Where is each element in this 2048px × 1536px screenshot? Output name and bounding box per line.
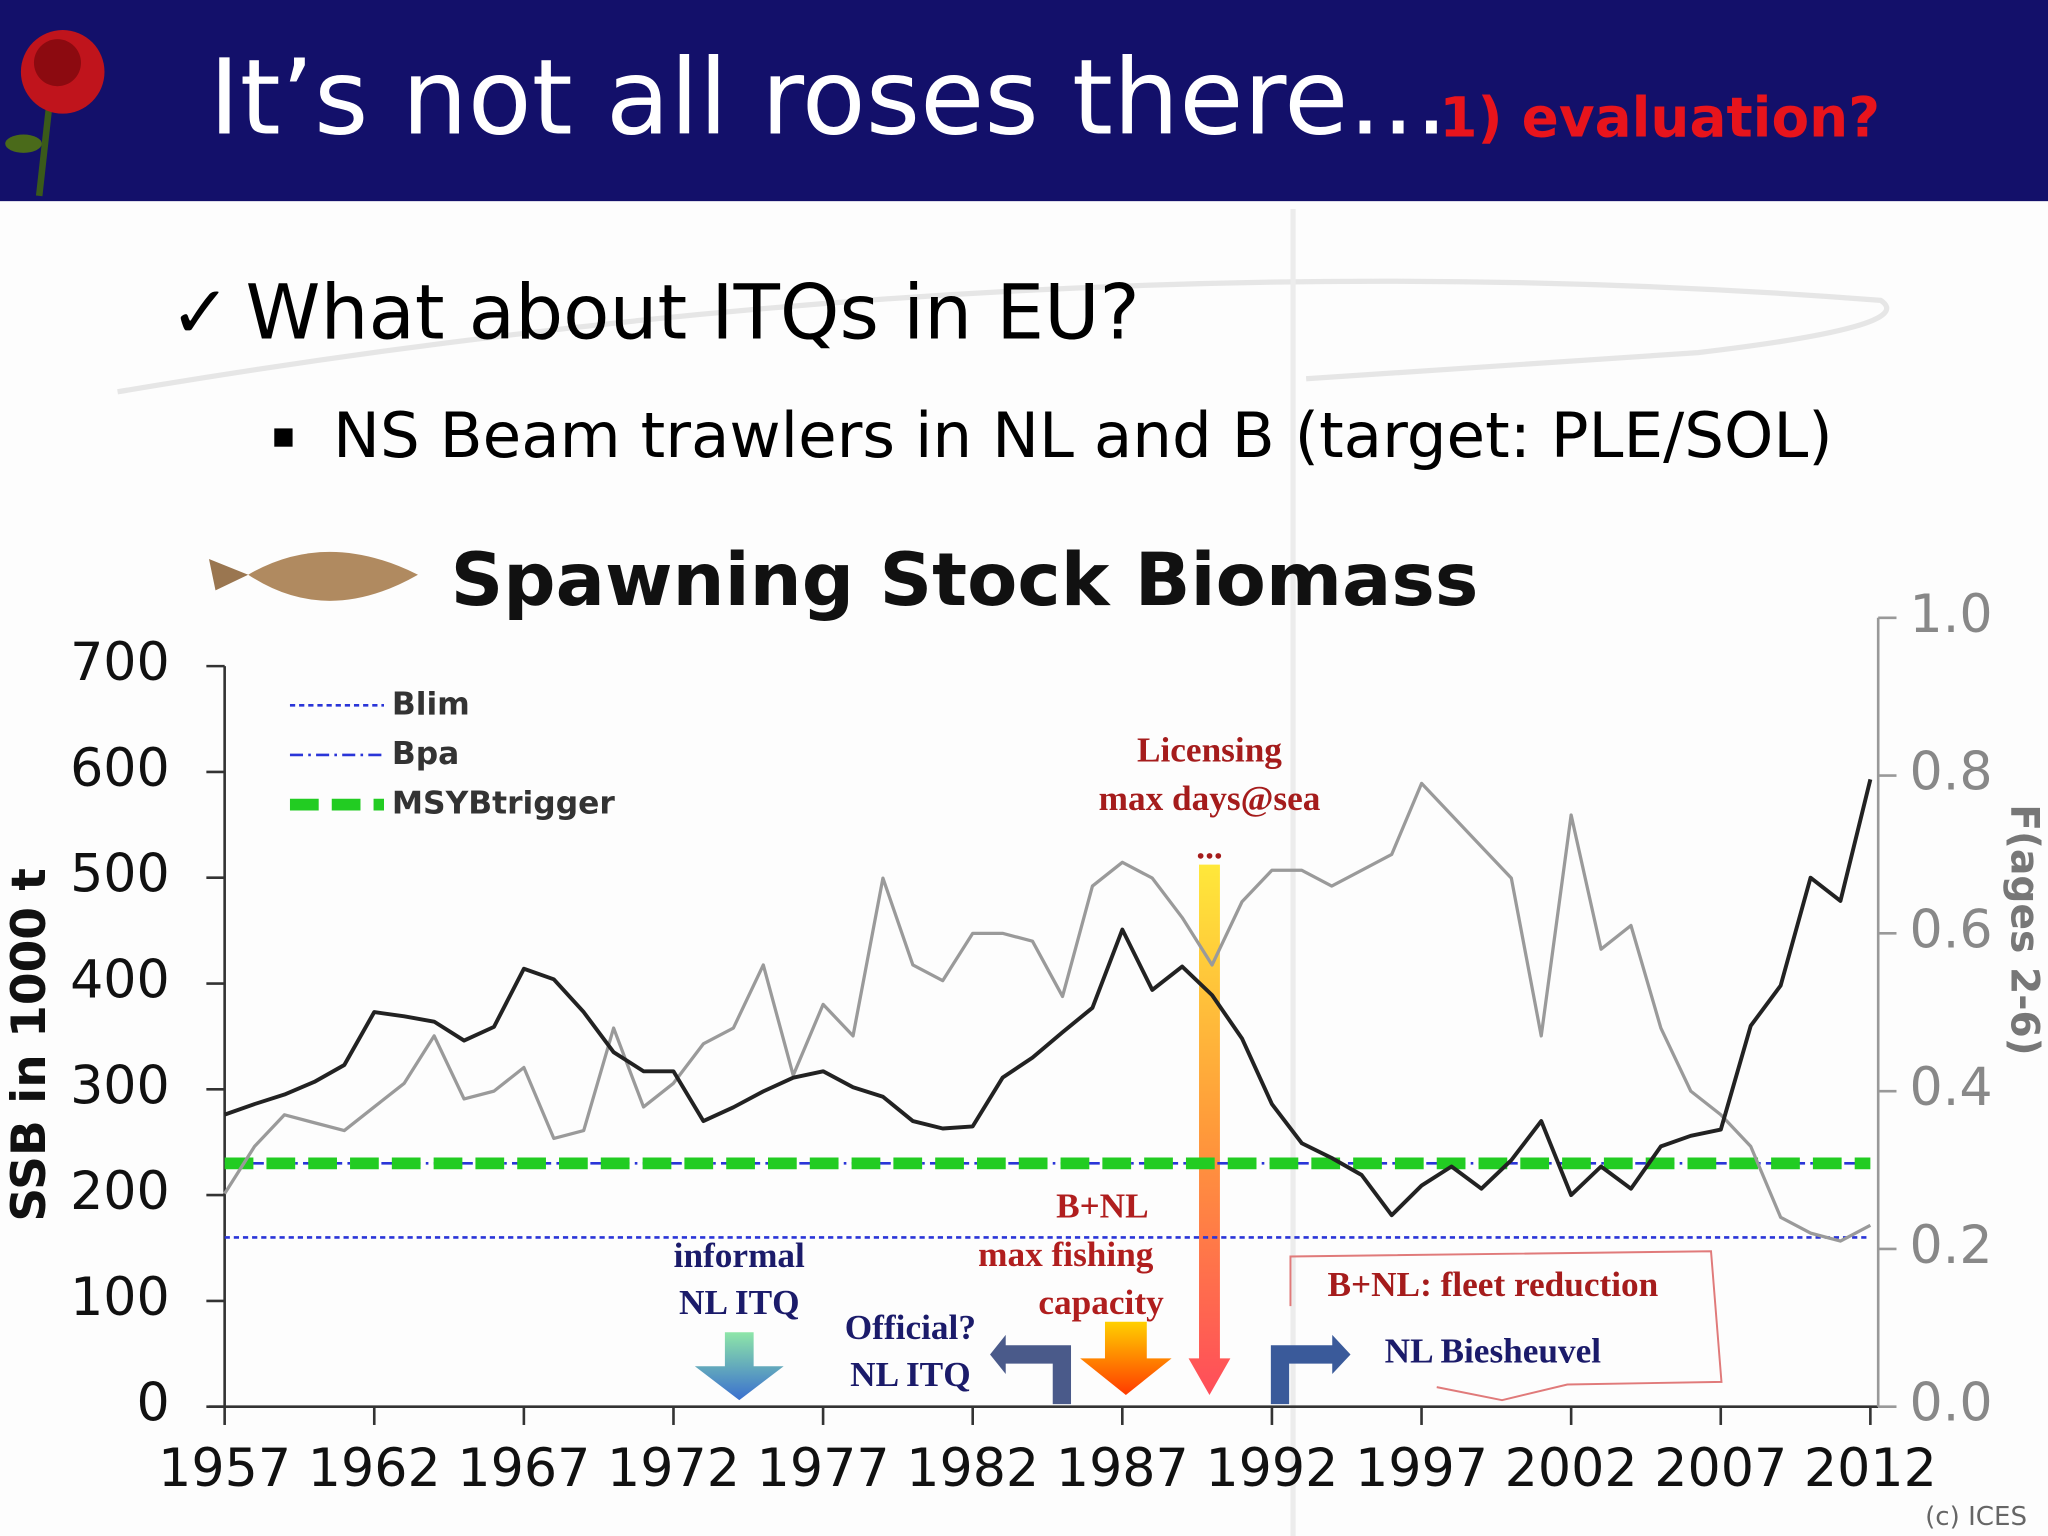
annotation: max days@sea [1099, 779, 1321, 818]
y-tick-label: 0 [137, 1374, 170, 1434]
legend-label: Blim [392, 686, 470, 722]
arrow [1080, 1321, 1172, 1395]
legend-label: Bpa [392, 736, 459, 772]
y2-tick-label: 0.6 [1910, 900, 1993, 960]
y-tick-label: 100 [70, 1268, 170, 1328]
arrow [1270, 1334, 1351, 1405]
credit: (c) ICES [1925, 1502, 2027, 1532]
y2-tick-label: 1.0 [1910, 585, 1993, 645]
x-tick-label: 1962 [308, 1439, 441, 1499]
x-tick-label: 2007 [1654, 1439, 1787, 1499]
x-tick-label: 1987 [1056, 1439, 1189, 1499]
series-line [223, 778, 1873, 1218]
check-mark: ✓ [170, 270, 231, 355]
y-tick-label: 200 [70, 1162, 170, 1222]
y2-tick-label: 0.0 [1910, 1374, 1993, 1434]
y-tick-label: 600 [70, 739, 170, 799]
header-band [0, 0, 2048, 202]
y-tick-label: 700 [70, 633, 170, 693]
chart-title: Spawning Stock Biomass [451, 538, 1479, 623]
arrow [694, 1332, 784, 1401]
x-tick-label: 1957 [158, 1439, 291, 1499]
annotation-box [1289, 1250, 1723, 1402]
x-tick-label: 1972 [607, 1439, 740, 1499]
x-tick-label: 1982 [906, 1439, 1039, 1499]
annotation: NL ITQ [679, 1283, 799, 1322]
y-tick-label: 400 [70, 951, 170, 1011]
y2-axis-label: F(ages 2-6) [2001, 804, 2046, 1055]
annotation: NL ITQ [850, 1355, 970, 1394]
series-line [223, 781, 1872, 1243]
annotation: max fishing [978, 1235, 1154, 1274]
x-tick-label: 2002 [1505, 1439, 1638, 1499]
annotation: Licensing [1137, 731, 1282, 770]
annotation: ... [1196, 827, 1222, 866]
arrow [1188, 864, 1231, 1395]
y-tick-label: 300 [70, 1056, 170, 1116]
legend-label: MSYBtrigger [392, 786, 616, 822]
sub-bullet-marker [274, 428, 293, 447]
x-tick-label: 1992 [1205, 1439, 1338, 1499]
rose-icon [5, 30, 105, 197]
x-tick-label: 1977 [757, 1439, 890, 1499]
annotation: capacity [1038, 1283, 1164, 1322]
slide-title: It’s not all roses there... [209, 36, 1448, 158]
annotation: Official? [845, 1308, 976, 1347]
decoration [117, 278, 1890, 395]
x-tick-label: 1997 [1355, 1439, 1488, 1499]
x-tick-label: 1967 [457, 1439, 590, 1499]
annotation: NL Biesheuvel [1385, 1332, 1602, 1371]
annotation: B+NL [1056, 1187, 1149, 1226]
arrow [990, 1334, 1072, 1405]
y-axis-label: SSB in 1000 t [2, 868, 57, 1221]
fish-icon [208, 551, 418, 601]
x-tick-label: 2012 [1804, 1439, 1937, 1499]
y2-tick-label: 0.4 [1910, 1058, 1993, 1118]
y-tick-label: 500 [70, 845, 170, 905]
annotation: informal [674, 1236, 805, 1275]
bullet: What about ITQs in EU? [246, 268, 1140, 356]
y2-tick-label: 0.2 [1910, 1216, 1993, 1276]
y2-tick-label: 0.8 [1910, 743, 1993, 803]
annotation: B+NL: fleet reduction [1328, 1265, 1659, 1304]
slide-title-note: 1) evaluation? [1439, 86, 1880, 150]
sub-bullet: NS Beam trawlers in NL and B (target: PL… [333, 399, 1833, 472]
